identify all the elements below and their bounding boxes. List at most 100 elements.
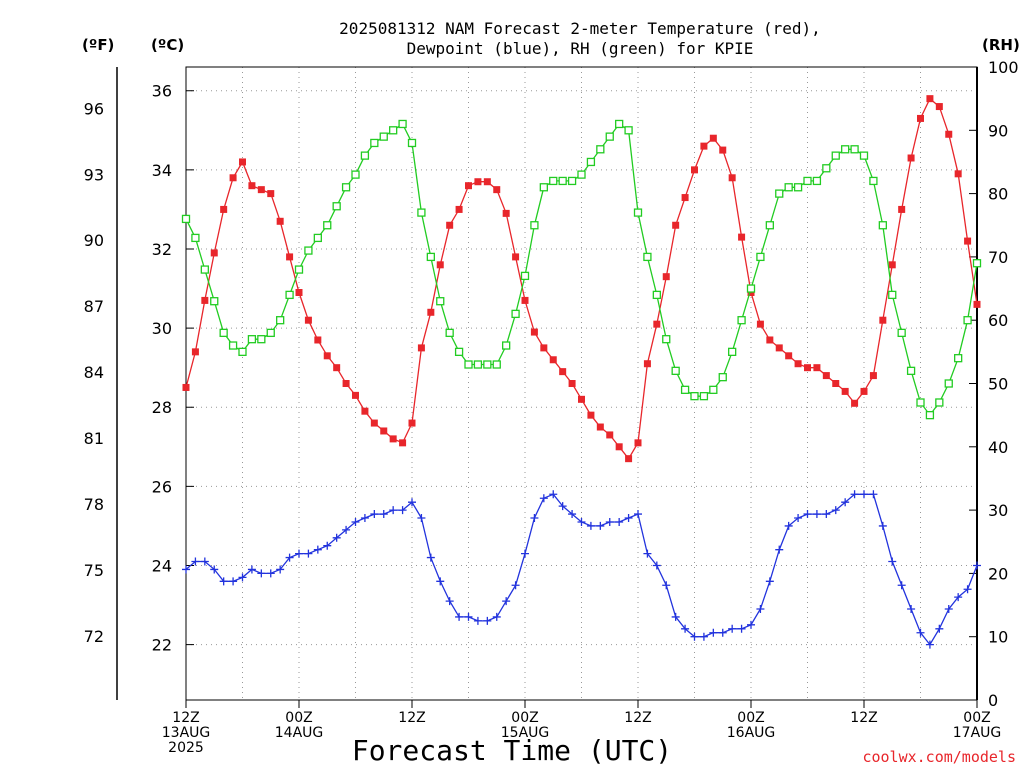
rh-point <box>737 316 746 325</box>
dewpoint-point <box>511 581 520 590</box>
temperature-point <box>851 399 859 407</box>
dewpoint-point <box>323 541 332 550</box>
rh-tick-label: 40 <box>988 438 1008 457</box>
rh-point <box>417 208 426 217</box>
temperature-point <box>182 383 190 391</box>
rh-point <box>228 341 238 350</box>
rh-point <box>888 290 897 300</box>
chart-title-line1: 2025081312 NAM Forecast 2-meter Temperat… <box>339 19 821 38</box>
dewpoint-point <box>285 553 294 562</box>
rh-point <box>483 360 492 369</box>
rh-point <box>756 252 765 262</box>
rh-point <box>972 259 982 268</box>
temperature-point <box>766 336 774 344</box>
fahrenheit-tick-label: 87 <box>84 297 104 316</box>
celsius-tick-label: 22 <box>152 636 172 655</box>
dewpoint-point <box>643 549 652 558</box>
temperature-point <box>926 95 934 103</box>
dewpoint-point <box>313 545 322 554</box>
dewpoint-point <box>935 624 944 633</box>
rh-point <box>445 328 454 338</box>
temperature-point <box>210 249 218 257</box>
dewpoint-point <box>652 561 661 570</box>
rh-point <box>680 385 690 394</box>
temperature-point <box>512 253 520 261</box>
temperature-point <box>568 380 576 387</box>
rh-point <box>633 208 643 217</box>
temperature-point <box>719 146 727 154</box>
rh-point <box>662 335 671 344</box>
dewpoint-point <box>530 514 539 523</box>
dewpoint-point <box>568 510 577 519</box>
temperature-point <box>841 387 849 395</box>
dewpoint-point <box>794 514 803 523</box>
rh-point <box>605 132 614 141</box>
dewpoint-point <box>897 581 906 590</box>
rh-point <box>549 176 558 186</box>
data-series <box>181 95 982 649</box>
temperature-point <box>502 209 510 217</box>
temperature-point <box>606 431 614 439</box>
rh-point <box>219 328 228 338</box>
rh-point <box>191 233 200 243</box>
rh-point <box>624 126 633 135</box>
dewpoint-point <box>803 510 812 519</box>
temperature-point <box>822 372 830 380</box>
temperature-point <box>191 348 199 356</box>
temperature-series <box>182 95 981 463</box>
dewpoint-point <box>558 502 567 511</box>
temperature-point <box>700 142 708 150</box>
temperature-point <box>370 419 378 427</box>
dewpoint-point <box>860 490 868 499</box>
rh-point <box>963 316 972 325</box>
rh-tick-label: 100 <box>988 58 1019 77</box>
rh-tick-label: 60 <box>988 311 1008 330</box>
celsius-tick-label: 36 <box>152 82 172 101</box>
temperature-point <box>756 320 764 328</box>
rh-point <box>822 164 831 173</box>
temperature-point <box>935 103 943 111</box>
rh-point <box>332 202 341 211</box>
temperature-point <box>643 360 651 368</box>
x-tick-label: 12Z <box>624 710 651 726</box>
rh-axis-label: (RH) <box>982 36 1020 54</box>
temperature-point <box>615 443 623 451</box>
rh-point <box>520 271 530 281</box>
rh-tick-label: 20 <box>988 564 1008 583</box>
x-tick-label: 12Z <box>398 710 425 726</box>
rh-point <box>577 170 586 179</box>
temperature-point <box>898 205 906 213</box>
temperature-point <box>587 411 595 419</box>
dewpoint-point <box>210 565 219 574</box>
dewpoint-point <box>634 510 642 519</box>
rh-tick-label: 90 <box>988 121 1008 140</box>
dewpoint-point <box>332 533 341 542</box>
rh-point <box>935 398 944 407</box>
temperature-point <box>436 261 444 269</box>
rh-series <box>181 119 982 420</box>
temperature-point <box>229 174 237 182</box>
temperature-point <box>964 237 972 245</box>
dewpoint-point <box>699 632 708 641</box>
temperature-point <box>446 221 454 229</box>
dewpoint-series <box>182 490 981 649</box>
dewpoint-point <box>426 553 435 562</box>
celsius-tick-label: 34 <box>152 161 172 180</box>
temperature-point <box>417 344 425 352</box>
rh-point <box>200 265 209 274</box>
axes <box>116 66 978 708</box>
rh-point <box>407 138 417 148</box>
temperature-point <box>709 134 717 142</box>
temperature-point <box>267 190 275 198</box>
rh-point <box>709 385 718 394</box>
chart-title-line2: Dewpoint (blue), RH (green) for KPIE <box>407 39 754 58</box>
dewpoint-point <box>916 628 925 637</box>
rh-point <box>285 290 294 300</box>
temperature-point <box>973 300 981 308</box>
temperature-point <box>804 364 811 372</box>
temperature-point <box>493 186 501 194</box>
dewpoint-point <box>191 557 200 566</box>
watermark: coolwx.com/models <box>862 748 1016 766</box>
fahrenheit-tick-label: 75 <box>84 561 104 580</box>
rh-point <box>351 170 360 179</box>
